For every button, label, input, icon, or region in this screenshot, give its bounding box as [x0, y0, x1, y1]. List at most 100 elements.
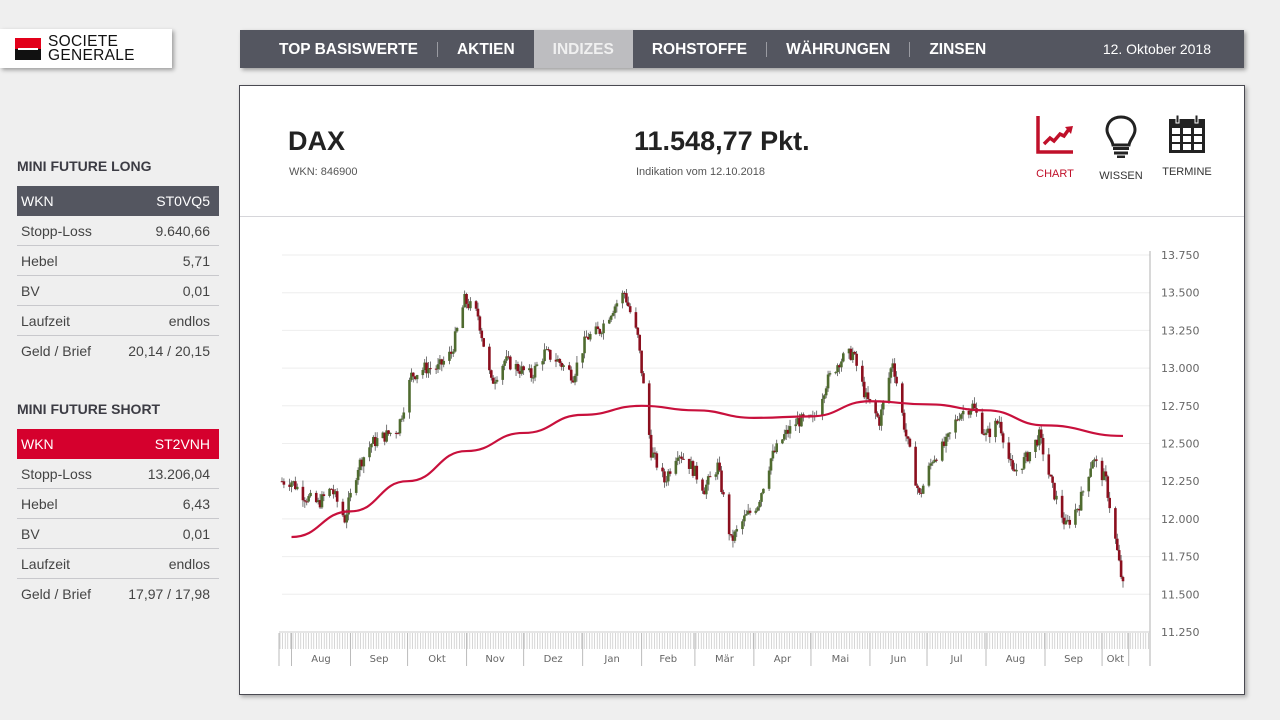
y-tick-label: 12.000	[1161, 513, 1200, 526]
candlestick	[689, 456, 693, 469]
candlestick	[330, 488, 333, 490]
wkn-value: ST2VNH	[154, 436, 210, 452]
x-tick-label: Sep	[1064, 654, 1083, 665]
candlestick	[394, 430, 398, 439]
candlestick	[904, 423, 908, 442]
price-chart[interactable]: 13.750 13.500 13.250 13.000 12.750 12.500 12.2…	[240, 86, 1244, 694]
candlestick	[727, 492, 731, 541]
candlestick	[1011, 455, 1014, 472]
candlestick	[1115, 533, 1119, 551]
chart-label: CHART	[1036, 168, 1074, 180]
candlestick	[733, 530, 737, 544]
candlestick	[294, 476, 297, 491]
candlestick	[655, 451, 659, 471]
candlestick	[451, 349, 455, 357]
candlestick	[573, 373, 577, 386]
chart-button[interactable]: CHART	[1020, 114, 1090, 180]
candlestick	[908, 437, 912, 448]
candlestick	[851, 347, 855, 363]
row-label: Hebel	[21, 252, 58, 269]
candlestick	[842, 351, 845, 363]
candlestick	[370, 443, 373, 453]
candlestick	[474, 299, 478, 312]
nav-divider	[909, 41, 911, 57]
y-tick-label: 13.000	[1161, 362, 1200, 375]
nav-zinsen[interactable]: ZINSEN	[929, 41, 987, 58]
nav-waehrungen[interactable]: WÄHRUNGEN	[786, 41, 891, 58]
instrument-header: DAX WKN: 846900 11.548,77 Pkt. Indikatio…	[240, 86, 1244, 217]
candlestick	[661, 462, 664, 478]
candlestick	[680, 451, 683, 464]
candlestick	[463, 290, 466, 308]
candlestick	[1053, 482, 1056, 501]
candlestick	[1119, 555, 1123, 579]
y-tick-label: 11.750	[1161, 551, 1200, 564]
candlestick	[628, 303, 632, 314]
wkn-value: ST0VQ5	[156, 193, 210, 209]
row-value: 0,01	[182, 525, 210, 542]
row-label: Hebel	[21, 495, 58, 512]
candlestick	[956, 415, 959, 422]
mini-future-short-title: MINI FUTURE SHORT	[17, 401, 161, 417]
candlestick	[701, 477, 704, 494]
candlestick	[427, 361, 430, 378]
wissen-label: WISSEN	[1099, 170, 1143, 182]
candlestick	[448, 346, 451, 365]
mini-future-long-title: MINI FUTURE LONG	[17, 158, 152, 174]
candlestick	[1117, 544, 1121, 562]
candlestick	[902, 409, 906, 433]
x-tick-label: Mai	[832, 654, 850, 665]
candlestick	[383, 432, 387, 446]
candlestick	[682, 453, 685, 460]
candlestick	[1100, 457, 1104, 487]
candlestick	[522, 365, 525, 375]
candlestick	[959, 412, 963, 422]
candlestick	[1121, 575, 1125, 588]
candlestick	[548, 349, 552, 363]
candlestick	[615, 299, 619, 313]
y-tick-label: 13.250	[1161, 324, 1200, 337]
nav-indizes[interactable]: INDIZES	[533, 30, 633, 68]
candlestick	[781, 438, 784, 445]
row-laufzeit: Laufzeit endlos	[17, 549, 219, 579]
x-tick-label: Nov	[485, 654, 505, 665]
candlestick	[415, 374, 419, 384]
nav-top-basiswerte[interactable]: TOP BASISWERTE	[279, 41, 418, 58]
candlestick	[636, 326, 640, 338]
societe-generale-logo[interactable]: SOCIETE GENERALE	[0, 29, 172, 68]
mini-future-long-panel: MINI FUTURE LONG WKN ST0VQ5 Stopp-Loss 9.…	[17, 158, 219, 365]
candlestick	[998, 415, 1001, 428]
candlestick	[571, 376, 575, 384]
mini-future-short-header[interactable]: WKN ST2VNH	[17, 429, 219, 459]
candlestick	[425, 356, 428, 378]
termine-button[interactable]: TERMINE	[1152, 114, 1222, 178]
candlestick	[916, 483, 919, 495]
nav-aktien[interactable]: AKTIEN	[456, 41, 515, 58]
candlestick	[594, 322, 598, 335]
candlestick	[878, 414, 881, 431]
candlestick	[1041, 433, 1045, 462]
candlestick	[895, 371, 898, 387]
row-value: 9.640,66	[155, 222, 211, 239]
candlestick	[335, 488, 339, 508]
row-value: 5,71	[182, 252, 210, 269]
candlestick	[609, 314, 613, 323]
row-bv: BV 0,01	[17, 276, 219, 306]
nav-rohstoffe[interactable]: ROHSTOFFE	[651, 41, 748, 58]
candlestick	[1066, 514, 1070, 523]
candlestick	[744, 510, 748, 516]
candlestick	[880, 404, 883, 431]
nav-divider	[436, 41, 438, 57]
candlestick	[333, 488, 337, 498]
mini-future-long-header[interactable]: WKN ST0VQ5	[17, 186, 219, 216]
candlestick	[301, 480, 305, 507]
wissen-button[interactable]: WISSEN	[1086, 114, 1156, 182]
candlestick	[847, 348, 851, 359]
candlestick	[413, 376, 417, 381]
candlestick	[533, 362, 537, 382]
candlestick	[1020, 468, 1024, 474]
x-tick-label: Jan	[603, 654, 619, 665]
candlestick	[516, 361, 520, 374]
row-stopp-loss: Stopp-Loss 13.206,04	[17, 459, 219, 489]
candlestick	[461, 305, 465, 329]
